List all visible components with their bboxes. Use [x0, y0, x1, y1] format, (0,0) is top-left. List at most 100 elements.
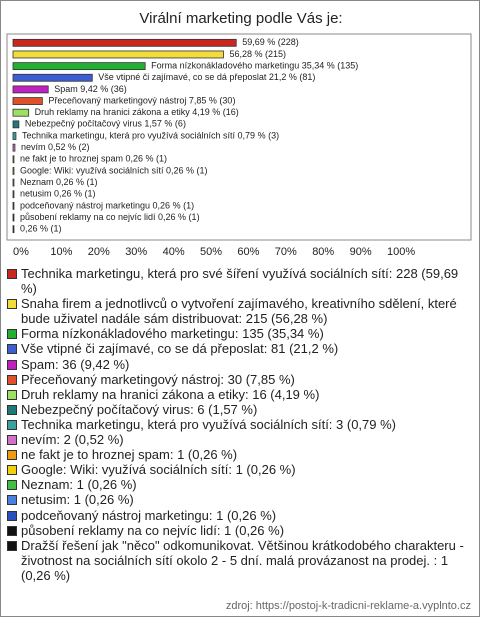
value-label: Forma nízkonákladového marketingu 35,34 … — [151, 60, 358, 70]
bar — [12, 143, 16, 152]
legend-item: ne fakt je to hroznej spam: 1 (0,26 %) — [7, 447, 469, 462]
bar — [12, 178, 15, 187]
legend-label: Technika marketingu, která pro své šířen… — [21, 266, 459, 297]
legend-item: působení reklamy na co nejvíc lidí: 1 (0… — [7, 523, 469, 538]
bar — [12, 120, 20, 129]
value-label: netusim 0,26 % (1) — [20, 189, 96, 199]
legend-swatch — [7, 525, 17, 536]
legend-swatch — [7, 419, 17, 430]
bar — [12, 132, 17, 140]
legend-swatch — [7, 329, 17, 340]
legend-item: Technika marketingu, která pro své šířen… — [7, 266, 469, 296]
value-label: ne fakt je to hroznej spam 0,26 % (1) — [20, 154, 167, 164]
x-tick-label: 50% — [200, 246, 222, 258]
legend-label: ne fakt je to hroznej spam: 1 (0,26 %) — [21, 447, 238, 463]
legend-item: Druh reklamy na hranici zákona a etiky: … — [7, 387, 469, 402]
legend-label: Forma nízkonákladového marketingu: 135 (… — [21, 326, 324, 342]
value-label: Spam 9,42 % (36) — [54, 84, 127, 94]
x-tick-label: 40% — [163, 246, 185, 258]
legend-swatch — [7, 465, 17, 476]
value-label: 56,28 % (215) — [229, 49, 286, 59]
value-label: 0,26 % (1) — [20, 224, 62, 234]
plot: Virální marketing podle Vás je: 0% 10% 20%… — [6, 10, 472, 258]
bar — [12, 155, 15, 164]
legend-item: Dražší řešení jak "něco" odkomunikovat. … — [7, 538, 469, 583]
legend-label: Dražší řešení jak "něco" odkomunikovat. … — [21, 537, 464, 583]
x-tick-label: 0% — [13, 246, 29, 258]
legend-swatch — [7, 495, 17, 506]
legend-label: netusim: 1 (0,26 %) — [21, 492, 134, 508]
bar — [12, 190, 15, 199]
legend-label: Vše vtipné či zajímavé, co se dá přeposl… — [21, 341, 339, 357]
legend-label: Snaha firem a jednotlivců o vytvoření za… — [21, 296, 457, 327]
legend-label: Neznam: 1 (0,26 %) — [21, 477, 137, 493]
legend-swatch — [7, 540, 17, 551]
legend-item: podceňovaný nástroj marketingu: 1 (0,26 … — [7, 508, 469, 523]
legend-swatch — [7, 450, 17, 461]
legend-label: Spam: 36 (9,42 %) — [21, 356, 130, 372]
legend-label: podceňovaný nástroj marketingu: 1 (0,26 … — [21, 507, 277, 523]
legend-item: Forma nízkonákladového marketingu: 135 (… — [7, 326, 469, 341]
legend-label: nevím: 2 (0,52 %) — [21, 432, 124, 448]
legend-item: Google: Wiki: využívá sociálních sítí: 1… — [7, 462, 469, 477]
x-tick-label: 20% — [88, 246, 110, 258]
x-tick-label: 90% — [350, 246, 372, 258]
chart-title: Virální marketing podle Vás je: — [139, 10, 342, 27]
legend-item: Neznam: 1 (0,26 %) — [7, 477, 469, 492]
bar — [12, 38, 237, 47]
legend-item: Přeceňovaný marketingový nástroj: 30 (7,… — [7, 372, 469, 387]
plot-frame — [6, 33, 472, 241]
value-label: Přeceňovaný marketingový nástroj 7,85 % … — [48, 95, 235, 105]
legend-label: Google: Wiki: využívá sociálních sítí: 1… — [21, 462, 296, 478]
x-tick-label: 70% — [275, 246, 297, 258]
legend-swatch — [7, 299, 17, 310]
x-tick-label: 80% — [312, 246, 334, 258]
value-label: podceňovaný nástroj marketingu 0,26 % (1… — [20, 200, 194, 210]
legend-item: nevím: 2 (0,52 %) — [7, 432, 469, 447]
value-label: Neznam 0,26 % (1) — [20, 177, 98, 187]
legend-swatch — [7, 389, 17, 400]
legend-item: Vše vtipné či zajímavé, co se dá přeposl… — [7, 341, 469, 356]
value-label: 59,69 % (228) — [242, 37, 299, 47]
legend-label: působení reklamy na co nejvíc lidí: 1 (0… — [21, 522, 285, 538]
value-label: působení reklamy na co nejvíc lidí 0,26 … — [20, 212, 200, 222]
source: zdroj: https://postoj-k-tradicni-reklame… — [225, 600, 471, 612]
legend-swatch — [7, 374, 17, 385]
legend-item: netusim: 1 (0,26 %) — [7, 492, 469, 507]
legend-swatch — [7, 510, 17, 521]
x-tick-label: 30% — [125, 246, 147, 258]
bar — [12, 167, 15, 175]
legend-label: Přeceňovaný marketingový nástroj: 30 (7,… — [21, 371, 295, 387]
value-label: Nebezpečný počítačový virus 1,57 % (6) — [25, 119, 186, 129]
value-label: Technika marketingu, která pro využívá s… — [22, 130, 279, 140]
legend-item: Nebezpečný počítačový virus: 6 (1,57 %) — [7, 402, 469, 417]
value-label: Vše vtipné či zajímavé, co se dá přeposl… — [98, 72, 315, 82]
legend-item: Spam: 36 (9,42 %) — [7, 357, 469, 372]
value-label: Druh reklamy na hranici zákona a etiky 4… — [35, 107, 239, 117]
legend: Technika marketingu, která pro své šířen… — [7, 266, 469, 583]
legend-swatch — [7, 480, 17, 491]
legend-swatch — [7, 359, 17, 370]
value-label: nevím 0,52 % (2) — [21, 142, 90, 152]
x-tick-label: 60% — [237, 246, 259, 258]
bar — [12, 225, 15, 234]
bar — [12, 97, 43, 105]
bar — [12, 62, 146, 71]
bar — [12, 213, 15, 222]
bar — [12, 73, 93, 82]
legend-swatch — [7, 404, 17, 415]
legend-swatch — [7, 435, 17, 446]
value-label: Google: Wiki: využívá sociálních sítí 0,… — [20, 165, 208, 175]
legend-swatch — [7, 269, 17, 279]
legend-swatch — [7, 344, 17, 355]
bar — [12, 201, 15, 210]
legend-item: Snaha firem a jednotlivců o vytvoření za… — [7, 296, 469, 326]
bar — [12, 50, 224, 59]
legend-item: Technika marketingu, která pro využívá s… — [7, 417, 469, 432]
bar — [12, 85, 49, 94]
x-tick-label: 100% — [387, 246, 415, 258]
bar — [12, 108, 30, 117]
legend-label: Technika marketingu, která pro využívá s… — [21, 416, 397, 432]
legend-label: Nebezpečný počítačový virus: 6 (1,57 %) — [21, 401, 258, 417]
